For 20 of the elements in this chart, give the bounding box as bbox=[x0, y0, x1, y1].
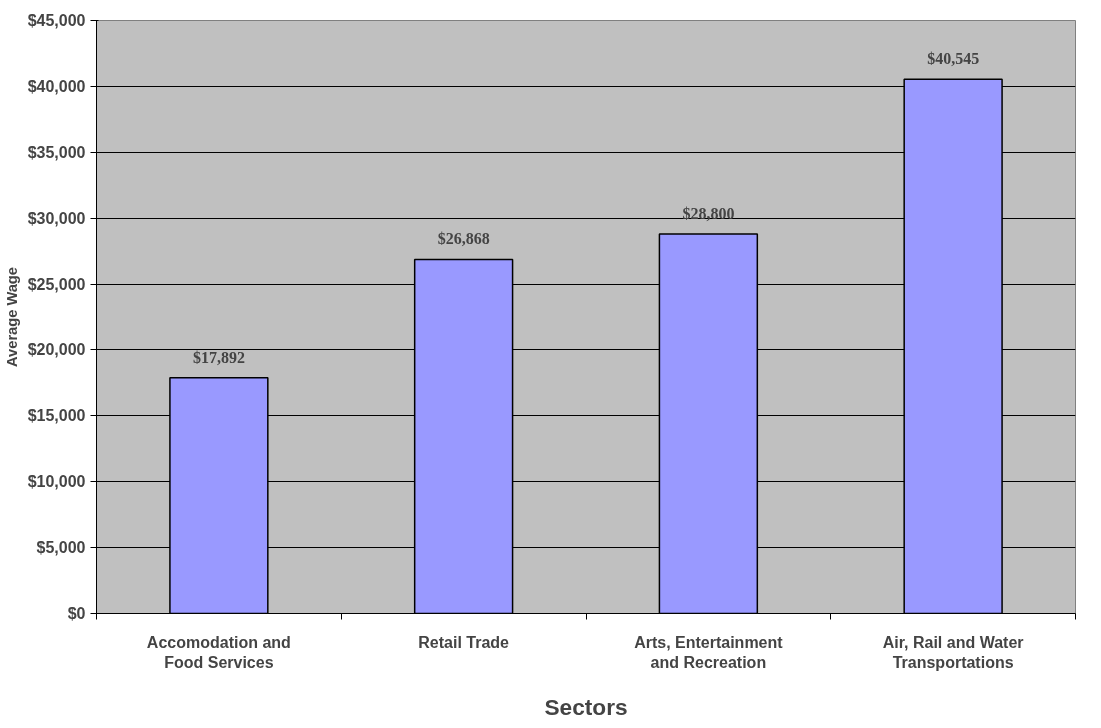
data-label: $26,868 bbox=[437, 230, 490, 248]
y-tick-label: $25,000 bbox=[27, 275, 86, 293]
x-tick-label: Accomodation and Food Services bbox=[146, 633, 291, 671]
y-tick-label: $35,000 bbox=[27, 143, 86, 161]
x-tick-label: Retail Trade bbox=[418, 633, 510, 651]
x-tick-label: Arts, Entertainment and Recreation bbox=[634, 633, 784, 671]
y-tick-label: $20,000 bbox=[27, 341, 86, 359]
y-tick-label: $30,000 bbox=[27, 209, 86, 227]
x-axis-title: Sectors bbox=[544, 693, 628, 720]
y-tick-label: $45,000 bbox=[27, 12, 86, 29]
y-tick-label: $15,000 bbox=[27, 407, 86, 425]
y-tick-label: $0 bbox=[67, 605, 86, 622]
data-label: $40,545 bbox=[927, 50, 980, 68]
y-tick-label: $5,000 bbox=[36, 539, 86, 557]
y-tick-label: $40,000 bbox=[27, 77, 86, 95]
data-label: $17,892 bbox=[192, 348, 245, 366]
data-label: $28,800 bbox=[682, 204, 735, 222]
y-axis-title: Average Wage bbox=[3, 267, 20, 367]
y-tick-label: $10,000 bbox=[27, 473, 86, 491]
x-tick-label: Air, Rail and Water Transportations bbox=[882, 633, 1024, 671]
